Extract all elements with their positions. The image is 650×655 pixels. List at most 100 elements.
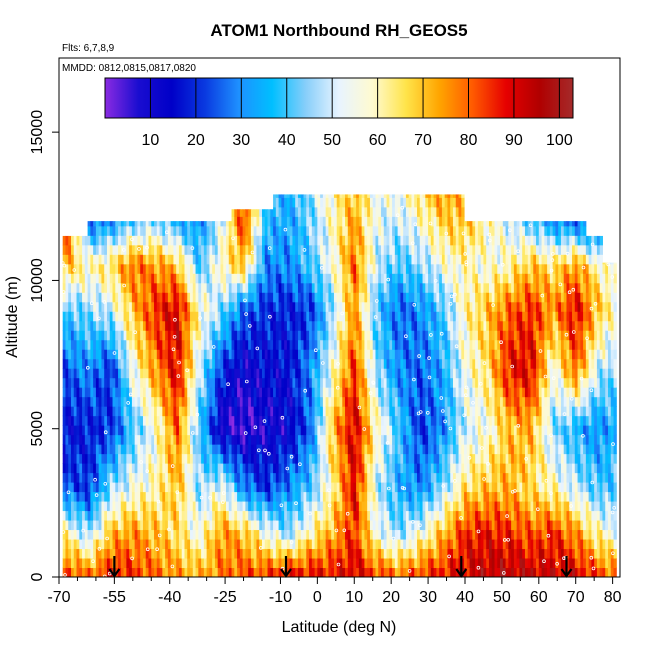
rh-cell (333, 273, 338, 284)
rh-cell (403, 225, 407, 236)
rh-cell (414, 567, 418, 577)
rh-cell (367, 529, 371, 540)
rh-cell (162, 225, 166, 236)
rh-cell (192, 368, 197, 379)
rh-cell (242, 216, 246, 227)
rh-cell (356, 216, 360, 227)
rh-cell (375, 349, 379, 360)
rh-cell (261, 292, 266, 303)
rh-cell (223, 311, 227, 322)
rh-cell (369, 206, 374, 217)
rh-cell (242, 244, 246, 255)
rh-cell (82, 358, 86, 369)
rh-cell (356, 425, 360, 436)
rh-cell (145, 510, 149, 521)
rh-cell (364, 206, 368, 217)
rh-cell (151, 425, 155, 436)
rh-cell (356, 453, 360, 464)
rh-cell (156, 301, 161, 312)
rh-cell (79, 263, 83, 274)
rh-cell (145, 244, 149, 255)
rh-cell (206, 244, 210, 255)
rh-cell (187, 520, 191, 531)
rh-cell (203, 358, 208, 369)
rh-cell (217, 301, 221, 312)
rh-cell (320, 396, 324, 407)
rh-cell (328, 406, 332, 417)
rh-cell (187, 558, 191, 569)
rh-cell (286, 529, 291, 540)
rh-cell (264, 263, 269, 274)
rh-cell (331, 434, 335, 445)
rh-cell (367, 425, 371, 436)
rh-cell (320, 520, 324, 531)
rh-cell (190, 320, 194, 331)
rh-cell (145, 221, 149, 227)
rh-cell (303, 235, 307, 246)
rh-cell (284, 273, 288, 284)
rh-cell (129, 491, 133, 502)
rh-cell (209, 396, 213, 407)
rh-cell (289, 263, 293, 274)
rh-cell (212, 415, 216, 426)
rh-cell (273, 330, 277, 341)
rh-cell (342, 254, 346, 265)
rh-cell (392, 444, 396, 455)
rh-cell (115, 548, 119, 559)
rh-cell (400, 358, 404, 369)
rh-cell (142, 539, 147, 550)
rh-cell (361, 216, 365, 227)
rh-cell (134, 520, 138, 531)
rh-cell (347, 282, 352, 293)
rh-cell (369, 194, 374, 198)
rh-cell (165, 301, 169, 312)
rh-cell (195, 520, 199, 531)
rh-cell (237, 396, 241, 407)
rh-cell (403, 194, 407, 198)
rh-cell (405, 368, 410, 379)
rh-cell (145, 320, 149, 331)
rh-cell (181, 472, 185, 483)
rh-cell (190, 358, 194, 369)
rh-cell (68, 567, 72, 577)
rh-cell (397, 301, 401, 312)
rh-cell (217, 453, 221, 464)
rh-cell (201, 463, 205, 474)
rh-cell (115, 539, 119, 550)
rh-cell (154, 292, 158, 303)
rh-cell (333, 301, 338, 312)
rh-cell (156, 235, 161, 246)
rh-cell (195, 221, 199, 227)
rh-cell (112, 273, 116, 284)
rh-cell (389, 387, 393, 398)
rh-cell (209, 558, 213, 569)
rh-cell (375, 453, 379, 464)
rh-cell (104, 301, 108, 312)
rh-cell (314, 567, 318, 577)
rh-cell (256, 434, 260, 445)
rh-cell (381, 377, 385, 388)
rh-cell (148, 320, 152, 331)
rh-cell (364, 387, 368, 398)
rh-cell (129, 387, 133, 398)
rh-cell (273, 472, 277, 483)
rh-cell (134, 558, 138, 569)
rh-cell (364, 320, 368, 331)
rh-cell (358, 358, 363, 369)
rh-cell (364, 567, 368, 577)
rh-cell (281, 558, 285, 569)
rh-cell (148, 396, 152, 407)
rh-cell (184, 221, 188, 227)
rh-cell (98, 330, 102, 341)
rh-cell (242, 406, 246, 417)
rh-cell (292, 349, 296, 360)
rh-cell (95, 406, 100, 417)
rh-cell (156, 558, 161, 569)
rh-cell (361, 194, 365, 198)
rh-cell (142, 529, 147, 540)
rh-cell (309, 301, 313, 312)
rh-cell (65, 273, 69, 284)
rh-cell (145, 330, 149, 341)
rh-cell (295, 320, 299, 331)
rh-cell (140, 406, 144, 417)
